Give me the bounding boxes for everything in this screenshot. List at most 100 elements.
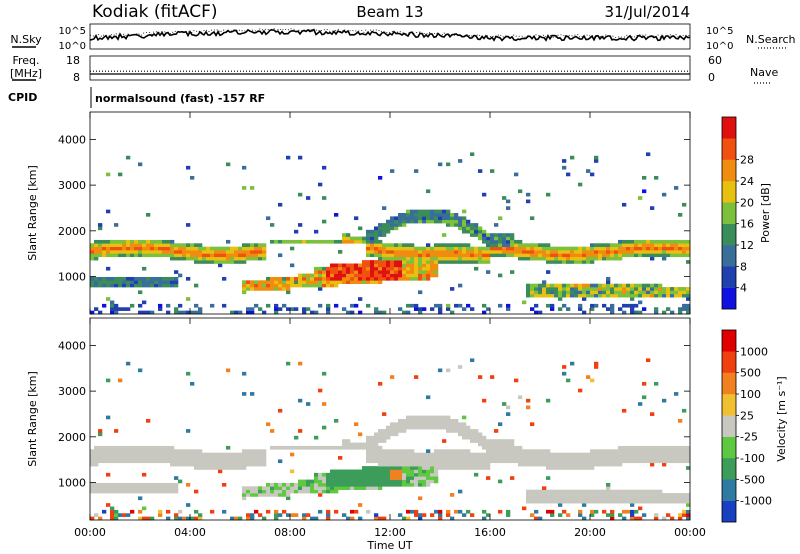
heatmap-cell (430, 419, 435, 423)
heatmap-cell (394, 270, 399, 274)
heatmap-cell (598, 293, 603, 298)
heatmap-cell (94, 486, 99, 490)
heatmap-cell (98, 482, 103, 487)
heatmap-cell (202, 456, 207, 460)
heatmap-cell (418, 263, 423, 268)
heatmap-cell (582, 287, 587, 291)
heatmap-cell (386, 223, 391, 227)
heatmap-cell (386, 273, 391, 278)
heatmap-cell (466, 459, 471, 464)
heatmap-cell (578, 452, 583, 457)
heatmap-cell (394, 253, 399, 258)
heatmap-cell (602, 509, 607, 514)
heatmap-cell (274, 509, 279, 514)
heatmap-cell (422, 209, 427, 214)
heatmap-cell (462, 253, 467, 258)
heatmap-cell (458, 283, 463, 288)
heatmap-cell (258, 462, 263, 467)
heatmap-cell (574, 462, 579, 467)
heatmap-cell (186, 243, 191, 247)
heatmap-cell (210, 509, 215, 514)
heatmap-cell (562, 303, 567, 308)
heatmap-cell (326, 280, 331, 284)
heatmap-cell (250, 462, 255, 467)
heatmap-cell (154, 239, 159, 244)
heatmap-cell (362, 236, 367, 241)
heatmap-cell (278, 493, 283, 497)
heatmap-cell (554, 466, 559, 470)
heatmap-cell (590, 307, 595, 311)
heatmap-cell (366, 479, 371, 484)
heatmap-cell (478, 169, 483, 173)
heatmap-cell (446, 419, 451, 423)
heatmap-cell (506, 442, 511, 447)
heatmap-cell (390, 223, 395, 227)
heatmap-cell (382, 243, 387, 247)
heatmap-cell (118, 250, 123, 254)
heatmap-cell (486, 466, 491, 470)
heatmap-cell (442, 246, 447, 251)
heatmap-cell (434, 219, 439, 224)
heatmap-cell (306, 402, 311, 406)
heatmap-cell (250, 280, 255, 284)
heatmap-cell (478, 246, 483, 251)
heatmap-cell (450, 419, 455, 423)
heatmap-cell (498, 250, 503, 254)
heatmap-cell (394, 425, 399, 430)
heatmap-cell (498, 442, 503, 447)
heatmap-cell (606, 462, 611, 467)
heatmap-cell (438, 243, 443, 247)
heatmap-cell (342, 239, 347, 244)
heatmap-cell (390, 216, 395, 221)
heatmap-cell (590, 378, 595, 383)
heatmap-cell (130, 239, 135, 244)
heatmap-cell (498, 236, 503, 241)
heatmap-cell (546, 260, 551, 264)
heatmap-cell (446, 425, 451, 430)
heatmap-cell (334, 266, 339, 271)
heatmap-cell (242, 462, 247, 467)
heatmap-cell (330, 482, 335, 487)
heatmap-cell (426, 266, 431, 271)
heatmap-cell (346, 273, 351, 278)
heatmap-cell (442, 256, 447, 261)
heatmap-cell (654, 243, 659, 247)
heatmap-cell (190, 250, 195, 254)
heatmap-cell (90, 243, 95, 247)
heatmap-cell (518, 253, 523, 258)
heatmap-cell (254, 246, 259, 251)
heatmap-cell (470, 452, 475, 457)
heatmap-cell (578, 489, 583, 494)
heatmap-cell (458, 452, 463, 457)
heatmap-cell (510, 459, 515, 464)
heatmap-cell (642, 456, 647, 460)
heatmap-cell (262, 459, 267, 464)
heatmap-cell (366, 233, 371, 237)
heatmap-cell (214, 462, 219, 467)
heatmap-cell (378, 435, 383, 440)
heatmap-cell (550, 513, 555, 517)
heatmap-cell (574, 293, 579, 298)
heatmap-cell (494, 233, 499, 237)
heatmap-cell (574, 499, 579, 504)
heatmap-cell (434, 243, 439, 247)
heatmap-cell (474, 253, 479, 258)
heatmap-cell (662, 253, 667, 258)
heatmap-cell (102, 445, 107, 450)
heatmap-cell (658, 499, 663, 504)
heatmap-cell (522, 253, 527, 258)
heatmap-cell (382, 435, 387, 440)
heatmap-cell (658, 246, 663, 251)
heatmap-cell (178, 253, 183, 258)
heatmap-cell (246, 516, 251, 521)
heatmap-cell (586, 250, 591, 254)
heatmap-cell (570, 260, 575, 264)
heatmap-cell (646, 290, 651, 295)
heatmap-cell (126, 361, 131, 366)
heatmap-cell (286, 493, 291, 497)
heatmap-cell (298, 155, 303, 160)
heatmap-cell (354, 280, 359, 284)
heatmap-cell (378, 260, 383, 264)
heatmap-cell (394, 226, 399, 231)
heatmap-cell (110, 509, 115, 514)
